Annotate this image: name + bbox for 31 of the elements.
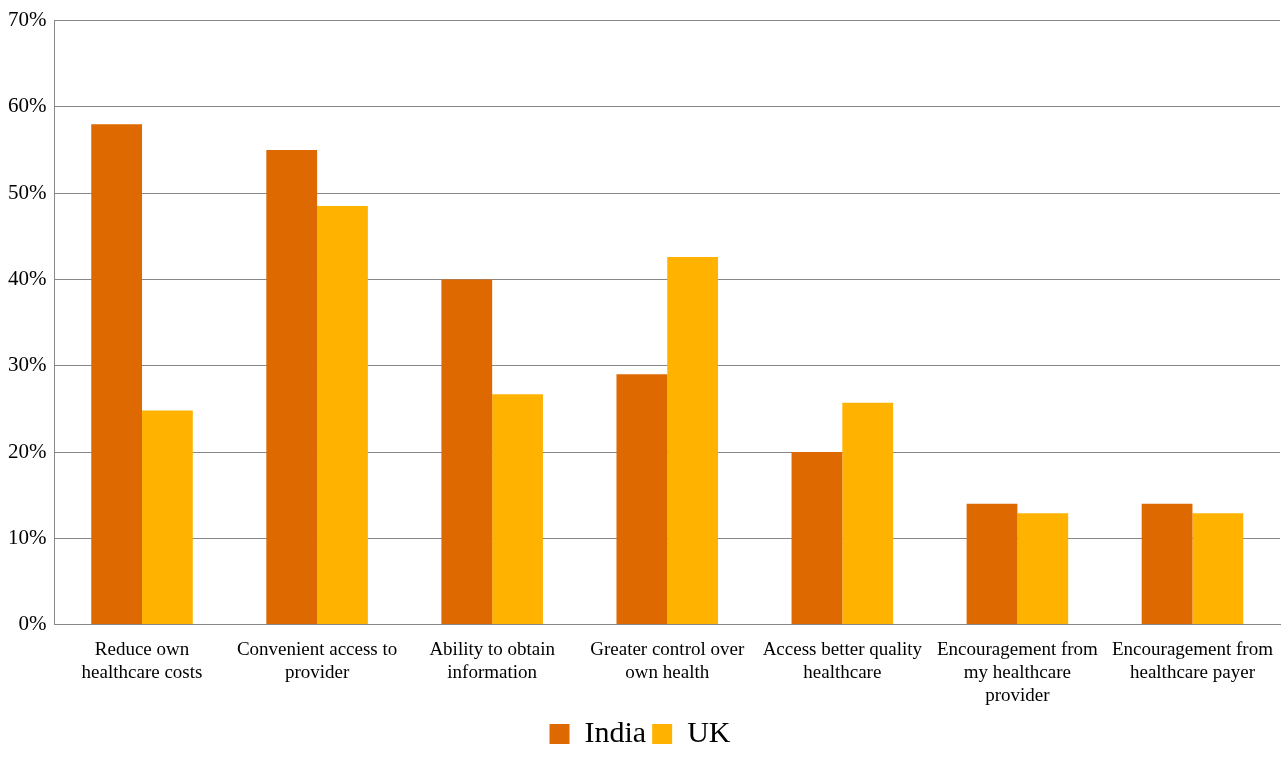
bar (842, 402, 894, 625)
bar (492, 394, 543, 625)
y-tick-label: 0% (18, 611, 47, 636)
x-tick-label: Access better quality healthcare (762, 637, 923, 682)
y-tick-label: 60% (7, 93, 47, 118)
x-tick-label: Greater control over own health (590, 637, 745, 682)
y-tick-label: 30% (7, 352, 47, 377)
y-tick-label: 70% (7, 7, 47, 32)
bar (1141, 503, 1193, 625)
y-tick-label: 50% (7, 179, 47, 204)
bar (317, 206, 368, 625)
bar (667, 257, 719, 625)
legend-label: India (584, 714, 647, 748)
y-tick-label: 40% (7, 265, 47, 290)
bar (441, 279, 493, 625)
x-tick-label: Convenient access to provider (236, 637, 398, 682)
legend-label: UK (687, 714, 731, 748)
bar (266, 150, 318, 625)
bar (791, 452, 843, 625)
x-tick-label: Encouragement from healthcare payer (1112, 637, 1274, 682)
bar (616, 374, 668, 625)
x-tick-label: Reduce own healthcare costs (81, 637, 203, 682)
bar (91, 124, 143, 625)
bar (1192, 513, 1244, 625)
bar (1017, 513, 1069, 625)
y-tick-label: 20% (7, 438, 47, 463)
x-tick-label: Ability to obtain information (429, 637, 556, 682)
x-tick-label: Encouragement from my healthcare provider (936, 637, 1099, 705)
y-tick-label: 10% (7, 524, 47, 549)
bar (142, 410, 193, 625)
bar (966, 503, 1018, 625)
